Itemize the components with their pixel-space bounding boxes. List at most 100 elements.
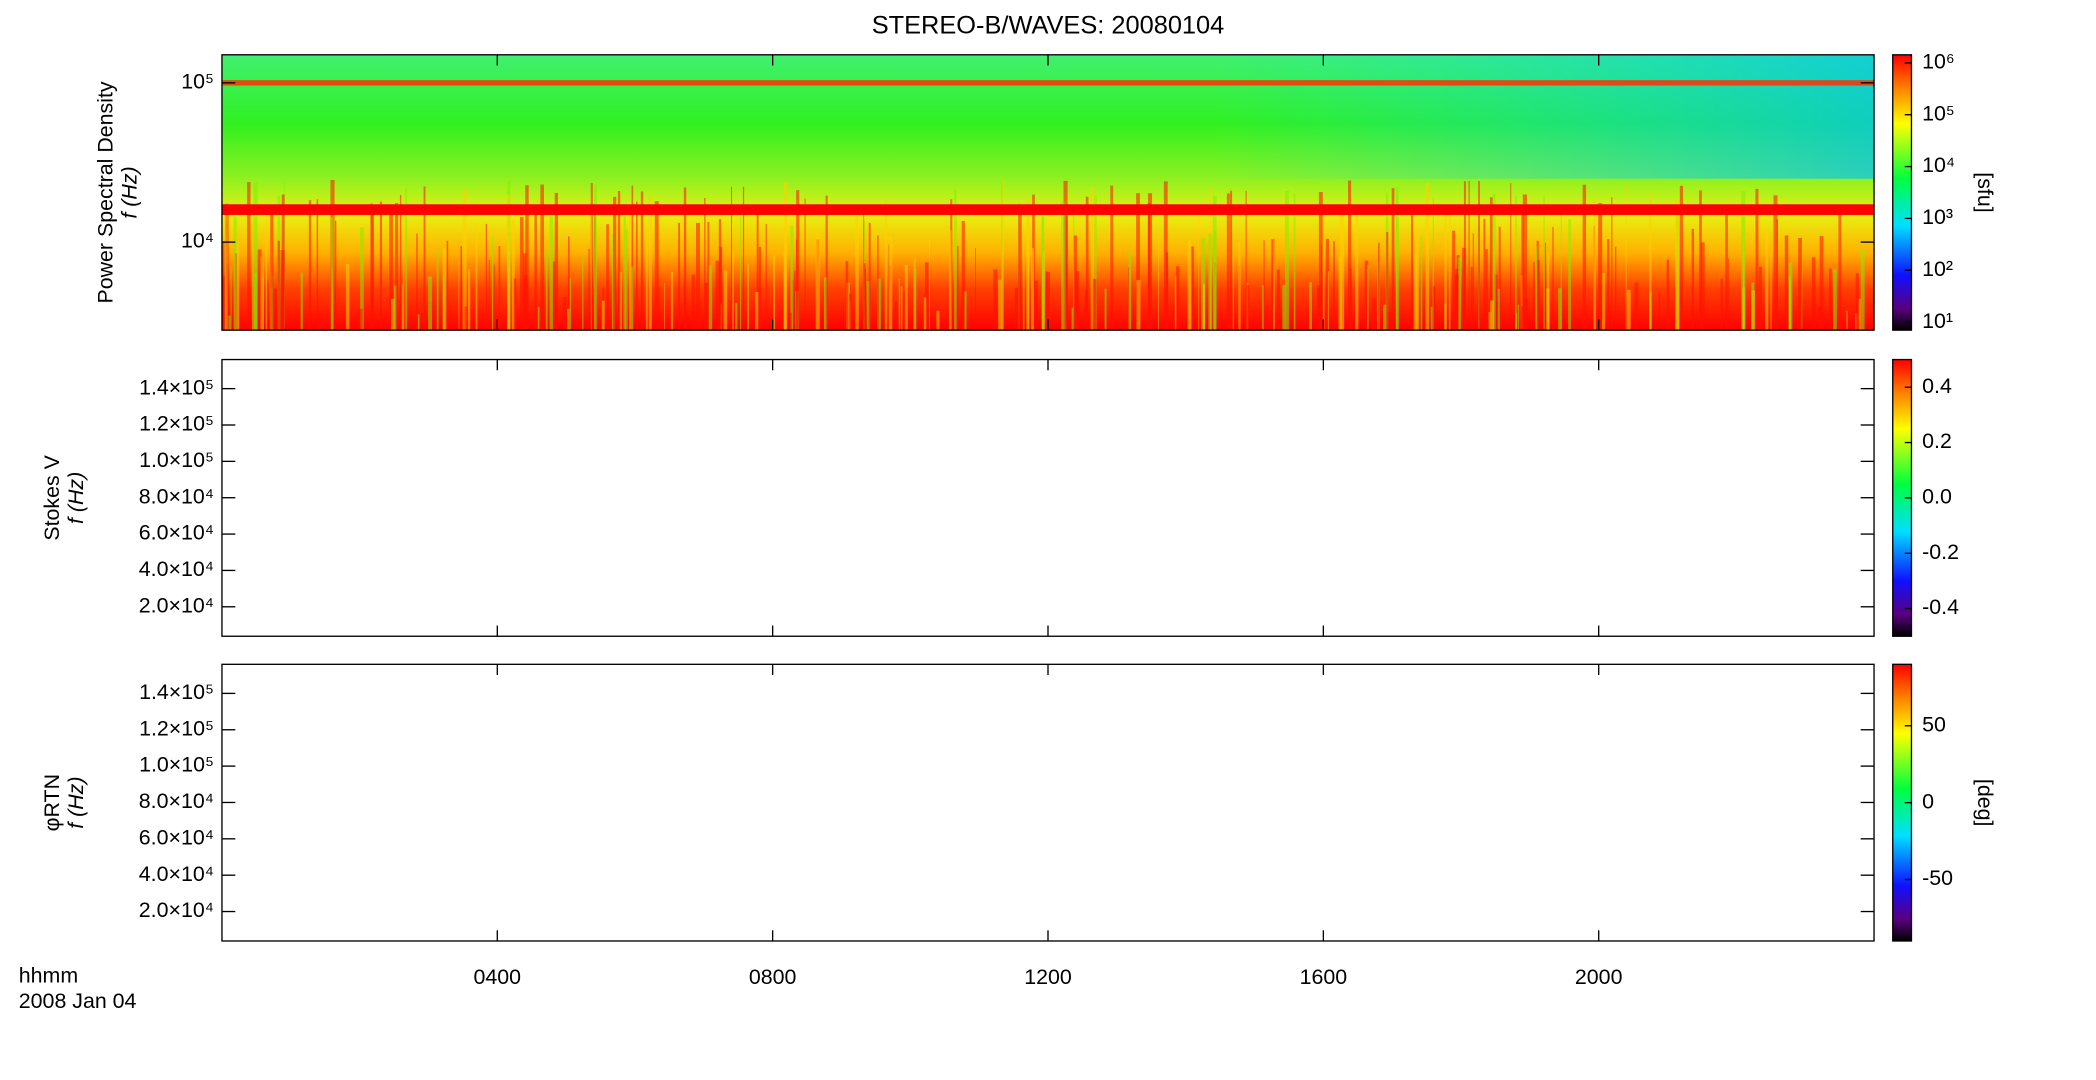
spectrogram-streak: [1092, 278, 1097, 331]
spectrogram-streak: [1433, 286, 1436, 331]
spectrogram-streak: [914, 269, 917, 331]
spectrogram-streak: [1282, 284, 1286, 331]
spectrogram-streak: [1535, 246, 1538, 331]
spectrogram-streak: [1271, 239, 1275, 331]
spectrogram-streak: [884, 199, 888, 331]
spectrogram-streak: [1755, 188, 1759, 331]
spectrogram-streak: [742, 186, 745, 331]
y-tick-label: 1.4×10⁵: [139, 680, 214, 704]
spectrogram-streak: [1582, 184, 1587, 331]
y-tick-label: 1.0×10⁵: [139, 448, 214, 472]
spectrogram-streak: [957, 246, 959, 331]
colorbar-tick-label: 10⁶: [1922, 49, 1955, 73]
spectrogram-streak: [954, 189, 957, 331]
spectrogram-streak: [395, 203, 399, 331]
spectrogram-streak: [233, 216, 237, 331]
y-axis-label-line: f (Hz): [64, 472, 88, 524]
spectrogram-streak: [601, 300, 605, 331]
spectrogram-streak: [251, 219, 254, 331]
spectrogram-streak: [904, 264, 908, 331]
spectrogram-streak: [389, 209, 393, 331]
spectrogram-streak: [654, 201, 659, 331]
spectrogram-streak: [825, 195, 828, 331]
y-tick-label: 8.0×10⁴: [139, 484, 214, 508]
spectrogram-streak: [1558, 288, 1562, 331]
spectrogram-streak: [1828, 268, 1832, 331]
spectrogram-streak: [1607, 239, 1610, 331]
spectrogram-streak: [1276, 269, 1280, 331]
spectrogram-streak: [993, 269, 998, 331]
spectrogram-streak: [1552, 226, 1554, 331]
spectrogram-streak: [1030, 247, 1034, 331]
spectrogram-streak: [780, 309, 784, 331]
spectrogram-streak: [1432, 197, 1434, 331]
y-tick-label: 1.2×10⁵: [139, 716, 214, 740]
spectrogram-streak: [636, 201, 638, 331]
spectrogram-streak: [405, 187, 408, 331]
colorbar-tick-label: 0.4: [1922, 374, 1952, 398]
spectrogram-streak: [253, 182, 258, 331]
spectrogram-streak: [569, 278, 571, 331]
spectrogram-streak: [823, 277, 827, 331]
spectrogram-streak: [391, 298, 395, 331]
spectrogram-streak: [898, 278, 900, 331]
spectrogram-streak: [1128, 252, 1132, 331]
y-axis-label-line: f (Hz): [118, 166, 142, 218]
spectrogram-streak: [1811, 257, 1816, 331]
spectrogram-streak: [704, 282, 709, 331]
spectrogram-streak: [1085, 196, 1089, 331]
spectrogram-streak: [691, 274, 696, 331]
spectrogram-streak: [1322, 207, 1325, 331]
x-tick-label: 1200: [1024, 965, 1072, 989]
spectrogram-streak: [1187, 240, 1192, 331]
spectrogram-streak: [522, 253, 527, 331]
spectrogram-streak: [796, 190, 800, 331]
spectrogram-streak: [428, 276, 433, 331]
y-axis-label: φRTN f (Hz): [40, 774, 88, 831]
spectrogram-streak: [1158, 232, 1159, 331]
spectrogram-streak: [1727, 258, 1729, 331]
spectrogram-streak: [1127, 267, 1130, 331]
x-tick-label: 0400: [474, 965, 522, 989]
spectrogram-streak: [1593, 197, 1596, 331]
spectrogram-streak: [1601, 273, 1606, 331]
spectrogram-streak: [511, 219, 515, 331]
spectrogram-streak: [1190, 246, 1194, 331]
y-tick-label: 4.0×10⁴: [139, 862, 214, 886]
spectrogram-streak: [895, 301, 898, 331]
spectrogram-streak: [1226, 193, 1230, 331]
x-axis-label: hhmm: [19, 964, 78, 988]
spectrogram-streak: [1198, 210, 1200, 331]
spectrogram-streak: [345, 264, 350, 331]
spectrogram-streak: [1700, 242, 1705, 331]
spectrogram-streak: [1517, 304, 1519, 331]
colorbar-tick-label: -0.2: [1922, 540, 1959, 564]
spectrogram-streak: [567, 236, 570, 331]
spectrogram-streak: [695, 222, 700, 331]
spectrogram-streak: [1176, 266, 1180, 331]
spectrogram-streak: [877, 278, 881, 331]
spectrogram-streak: [513, 278, 517, 331]
spectrogram-streak: [628, 214, 631, 331]
colorbar-tick-label: -50: [1922, 866, 1953, 890]
spectrogram-streak: [723, 270, 728, 331]
spectrogram-streak: [1022, 234, 1025, 331]
colorbar-tick-label: -0.4: [1922, 595, 1959, 619]
spectrogram-streak: [815, 230, 820, 331]
y-tick-label: 6.0×10⁴: [139, 825, 214, 849]
spectrogram-streak: [1340, 204, 1345, 331]
spectrogram-streak: [442, 275, 445, 331]
spectrogram-streak: [804, 198, 806, 331]
spectrogram-streak: [1798, 237, 1802, 331]
spectrogram-streak: [1293, 193, 1296, 331]
spectrogram-streak: [300, 272, 303, 331]
spectrogram-streak: [247, 182, 251, 331]
spectrogram-streak: [446, 240, 449, 331]
spectrogram-streak: [1284, 191, 1289, 331]
spectrogram-streak: [783, 250, 785, 331]
spectrogram-streak: [401, 284, 404, 331]
spectrogram-streak: [1165, 252, 1169, 331]
spectrogram-streak: [1136, 280, 1141, 331]
spectrogram-streak: [1858, 298, 1861, 331]
spectrogram-streak: [868, 222, 871, 331]
